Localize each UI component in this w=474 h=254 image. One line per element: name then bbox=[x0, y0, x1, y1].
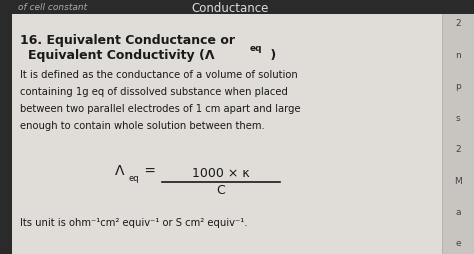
Text: 2: 2 bbox=[455, 145, 461, 154]
Text: e: e bbox=[455, 240, 461, 248]
Text: Its unit is ohm⁻¹cm² equiv⁻¹ or S cm² equiv⁻¹.: Its unit is ohm⁻¹cm² equiv⁻¹ or S cm² eq… bbox=[20, 218, 247, 228]
Text: It is defined as the conductance of a volume of solution: It is defined as the conductance of a vo… bbox=[20, 70, 298, 80]
Text: containing 1g eq of dissolved substance when placed: containing 1g eq of dissolved substance … bbox=[20, 87, 288, 97]
Text: Λ: Λ bbox=[115, 164, 125, 178]
Text: eq: eq bbox=[129, 174, 140, 183]
Text: M: M bbox=[454, 177, 462, 186]
Text: 2: 2 bbox=[455, 20, 461, 28]
Text: between two parallel electrodes of 1 cm apart and large: between two parallel electrodes of 1 cm … bbox=[20, 104, 301, 114]
Text: s: s bbox=[456, 114, 460, 123]
Text: of cell constant: of cell constant bbox=[18, 4, 87, 12]
Text: a: a bbox=[455, 208, 461, 217]
Text: C: C bbox=[217, 184, 225, 197]
Text: enough to contain whole solution between them.: enough to contain whole solution between… bbox=[20, 121, 265, 131]
Bar bbox=[442, 0, 474, 254]
Text: =: = bbox=[140, 164, 156, 178]
Bar bbox=[0, 0, 474, 14]
Text: n: n bbox=[455, 51, 461, 60]
Text: 16. Equivalent Conductance or: 16. Equivalent Conductance or bbox=[20, 34, 235, 47]
Text: Equivalent Conductivity (Λ: Equivalent Conductivity (Λ bbox=[28, 49, 215, 62]
Text: eq: eq bbox=[250, 44, 263, 53]
Text: ): ) bbox=[266, 49, 276, 62]
Text: Conductance: Conductance bbox=[191, 2, 269, 14]
Bar bbox=[0, 0, 12, 254]
Text: 1000 × κ: 1000 × κ bbox=[192, 167, 250, 180]
Text: p: p bbox=[455, 82, 461, 91]
